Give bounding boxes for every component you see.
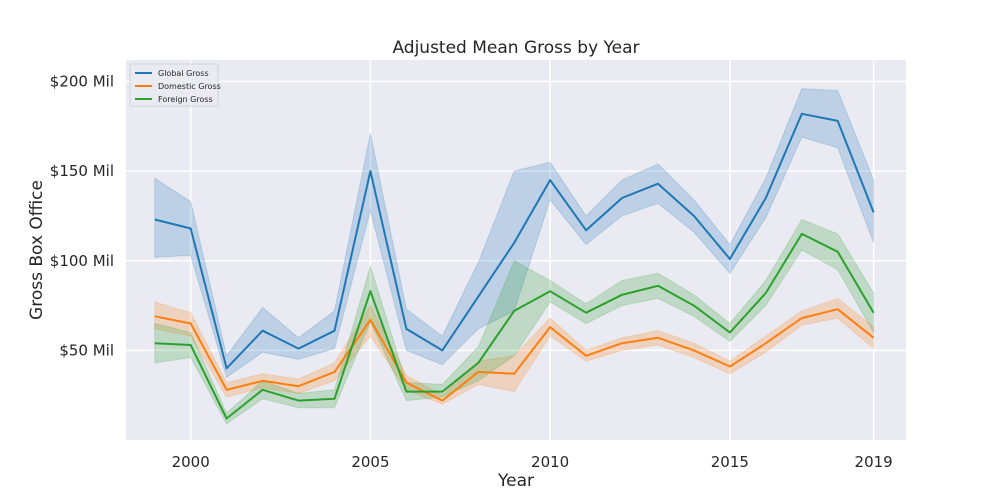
series-band (154, 297, 875, 405)
x-tick-label: 2000 (172, 453, 210, 471)
y-tick-label: $150 Mil (50, 162, 114, 180)
series-line (154, 308, 875, 402)
legend-label: Domestic Gross (158, 82, 221, 91)
chart-title: Adjusted Mean Gross by Year (392, 38, 639, 58)
series-line (154, 232, 875, 420)
x-axis-title: Year (497, 471, 534, 491)
grid-lines (126, 60, 906, 440)
series-band (154, 88, 875, 379)
confidence-bands (154, 88, 875, 425)
y-tick-labels: $50 Mil $100 Mil $150 Mil $200 Mil (50, 73, 114, 360)
series-line (154, 112, 875, 370)
y-axis-title: Gross Box Office (27, 180, 47, 320)
x-tick-label: 2015 (711, 453, 749, 471)
series-lines (154, 112, 875, 420)
legend-label: Global Gross (158, 69, 209, 78)
x-tick-label: 2010 (531, 453, 569, 471)
x-tick-label: 2019 (855, 453, 893, 471)
y-tick-label: $100 Mil (50, 252, 114, 270)
legend-box (129, 63, 219, 107)
legend: Global Gross Domestic Gross Foreign Gross (129, 63, 221, 107)
legend-label: Foreign Gross (158, 95, 213, 104)
x-tick-labels: 2000 2005 2010 2015 2019 (172, 453, 893, 471)
y-tick-label: $50 Mil (59, 341, 114, 359)
x-tick-label: 2005 (351, 453, 389, 471)
y-tick-label: $200 Mil (50, 73, 114, 91)
plot-area (126, 60, 906, 440)
